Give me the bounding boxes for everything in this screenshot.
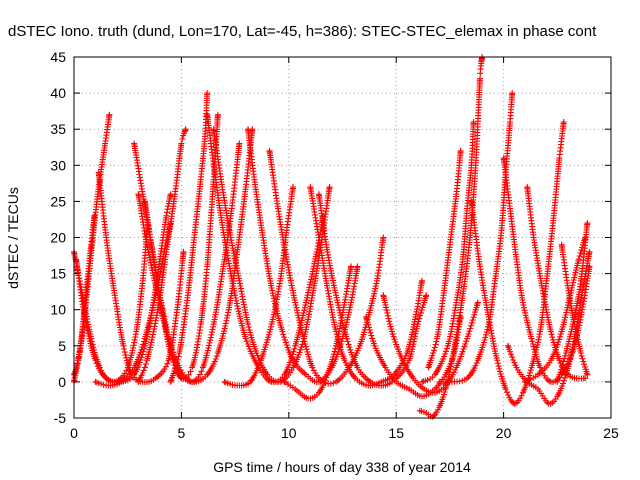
series-sat21 xyxy=(416,54,486,420)
y-tick-label: 20 xyxy=(50,230,66,246)
y-tick-label: 40 xyxy=(50,85,66,101)
series-sat10 xyxy=(167,90,211,385)
x-tick-label: 25 xyxy=(603,425,619,441)
x-tick-label: 20 xyxy=(496,425,512,441)
grid-lines xyxy=(74,57,611,418)
series-sat22 xyxy=(425,147,464,371)
y-axis-label: dSTEC / TECUs xyxy=(5,187,21,289)
y-tick-label: 5 xyxy=(58,338,66,354)
series-sat05 xyxy=(73,227,150,385)
series-sat31 xyxy=(92,220,174,389)
x-tick-label: 0 xyxy=(70,425,78,441)
y-tick-label: 45 xyxy=(50,49,66,65)
series-sat25 xyxy=(468,119,567,407)
y-tick-label: 15 xyxy=(50,266,66,282)
series-sat20 xyxy=(380,292,481,396)
series-sat11 xyxy=(204,111,327,386)
y-tick-label: 0 xyxy=(58,374,66,390)
chart-title: dSTEC Iono. truth (dund, Lon=170, Lat=-4… xyxy=(8,23,597,40)
x-tick-label: 5 xyxy=(178,425,186,441)
x-axis-label: GPS time / hours of day 338 of year 2014 xyxy=(213,459,471,475)
y-tick-label: 30 xyxy=(50,157,66,173)
y-tick-label: 35 xyxy=(50,121,66,137)
series-sat23 xyxy=(419,119,477,385)
series-sat18 xyxy=(315,191,430,389)
series-sat28 xyxy=(524,184,589,382)
x-tick-label: 10 xyxy=(281,425,297,441)
series-sat32 xyxy=(522,234,589,385)
data-marks xyxy=(71,54,593,420)
series-sat15 xyxy=(266,147,387,387)
y-tick-label: 25 xyxy=(50,193,66,209)
y-tick-label: -5 xyxy=(54,410,67,426)
y-tick-label: 10 xyxy=(50,302,66,318)
x-tick-label: 15 xyxy=(388,425,404,441)
series-sat17 xyxy=(307,184,425,389)
